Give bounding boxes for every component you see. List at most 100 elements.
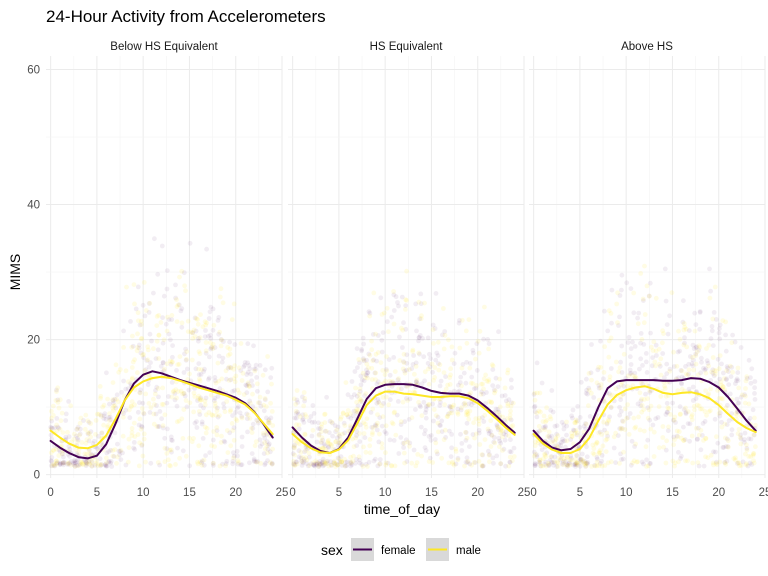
- scatter-point: [482, 304, 487, 310]
- scatter-point: [542, 425, 548, 430]
- scatter-point: [621, 351, 627, 357]
- scatter-point: [294, 459, 300, 465]
- scatter-point: [333, 439, 339, 445]
- scatter-point: [93, 418, 99, 423]
- scatter-point: [372, 370, 378, 376]
- scatter-point: [707, 295, 713, 301]
- scatter-point: [703, 370, 709, 376]
- scatter-point: [294, 388, 300, 393]
- scatter-point: [291, 462, 296, 468]
- scatter-point: [709, 328, 715, 334]
- scatter-point: [108, 459, 114, 464]
- scatter-point: [611, 445, 617, 451]
- scatter-point: [245, 381, 251, 387]
- legend-label: female: [381, 545, 416, 557]
- scatter-point: [208, 332, 213, 338]
- scatter-point: [404, 396, 409, 401]
- scatter-point: [54, 387, 59, 393]
- scatter-point: [729, 340, 735, 346]
- scatter-point: [248, 426, 254, 431]
- scatter-point: [542, 452, 548, 458]
- scatter-point: [481, 419, 487, 424]
- scatter-point: [311, 411, 317, 416]
- scatter-point: [632, 344, 638, 349]
- scatter-point: [106, 415, 112, 420]
- scatter-point: [734, 396, 740, 402]
- scatter-point: [603, 449, 609, 454]
- scatter-point: [416, 335, 422, 340]
- scatter-point: [128, 403, 134, 409]
- scatter-point: [74, 427, 79, 432]
- scatter-point: [599, 458, 604, 464]
- scatter-point: [720, 384, 726, 390]
- scatter-point: [298, 450, 304, 455]
- scatter-point: [726, 369, 731, 374]
- scatter-point: [75, 424, 81, 430]
- scatter-point: [734, 412, 740, 418]
- scatter-point: [57, 397, 63, 403]
- scatter-point: [101, 413, 107, 419]
- scatter-point: [261, 402, 267, 408]
- scatter-point: [589, 390, 594, 396]
- scatter-point: [426, 459, 432, 464]
- scatter-point: [135, 409, 141, 415]
- scatter-point: [419, 381, 425, 387]
- scatter-point: [476, 430, 482, 436]
- scatter-point: [196, 409, 202, 414]
- scatter-point: [572, 420, 578, 425]
- scatter-point: [232, 342, 238, 347]
- legend: sex female male: [321, 538, 481, 561]
- scatter-point: [392, 463, 398, 469]
- scatter-point: [311, 463, 317, 468]
- scatter-point: [677, 404, 683, 410]
- scatter-point: [84, 461, 90, 467]
- scatter-point: [257, 437, 263, 443]
- scatter-point: [367, 313, 373, 319]
- scatter-point: [564, 432, 569, 438]
- scatter-point: [89, 463, 95, 469]
- scatter-point: [226, 364, 232, 370]
- scatter-point: [507, 416, 513, 421]
- scatter-point: [73, 458, 78, 464]
- scatter-point: [339, 459, 345, 465]
- scatter-point: [143, 367, 149, 373]
- scatter-point: [320, 446, 326, 452]
- scatter-point: [77, 431, 83, 437]
- scatter-point: [154, 424, 160, 429]
- scatter-point: [328, 459, 333, 464]
- scatter-point: [731, 456, 737, 461]
- scatter-point: [262, 446, 268, 452]
- scatter-point: [307, 454, 312, 460]
- scatter-point: [250, 421, 256, 427]
- scatter-point: [471, 420, 476, 426]
- scatter-point: [435, 414, 441, 420]
- scatter-point: [392, 409, 397, 415]
- scatter-point: [403, 307, 408, 312]
- scatter-point: [414, 377, 420, 383]
- scatter-point: [161, 368, 167, 374]
- scatter-point: [301, 456, 307, 462]
- scatter-point: [427, 364, 433, 370]
- scatter-point: [583, 464, 588, 469]
- scatter-point: [265, 446, 271, 452]
- scatter-point: [416, 350, 422, 356]
- scatter-point: [383, 462, 389, 468]
- scatter-point: [706, 342, 712, 348]
- scatter-point: [355, 407, 361, 413]
- scatter-point: [608, 393, 613, 399]
- scatter-point: [724, 364, 730, 369]
- scatter-point: [598, 385, 603, 391]
- scatter-point: [549, 439, 554, 445]
- scatter-point: [534, 390, 540, 396]
- scatter-point: [249, 430, 255, 435]
- scatter-point: [245, 429, 250, 435]
- scatter-point: [323, 428, 329, 434]
- scatter-point: [532, 443, 538, 449]
- scatter-point: [563, 459, 568, 464]
- scatter-point: [55, 460, 60, 466]
- scatter-point: [476, 415, 482, 421]
- scatter-point: [121, 411, 126, 416]
- scatter-point: [72, 431, 77, 437]
- scatter-point: [653, 363, 658, 369]
- scatter-point: [631, 458, 637, 464]
